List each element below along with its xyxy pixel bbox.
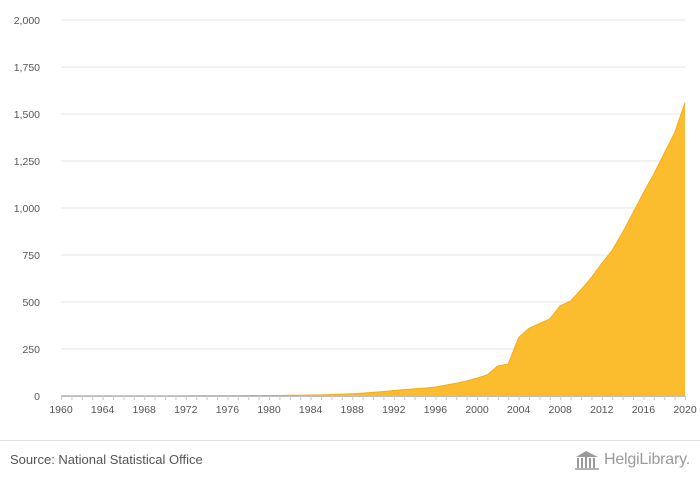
area-series	[61, 102, 686, 397]
x-tick-label: 2020	[673, 404, 697, 416]
x-tick-label: 1992	[382, 404, 406, 416]
x-tick-label: 2012	[590, 404, 614, 416]
chart-footer: Source: National Statistical Office Helg…	[0, 440, 700, 484]
logo-text: HelgiLibrary.	[603, 451, 690, 468]
library-building-icon	[574, 451, 599, 470]
x-tick-label: 1972	[174, 404, 198, 416]
axes	[61, 396, 686, 400]
x-tick-label: 2004	[507, 404, 531, 416]
x-tick-label: 1988	[341, 404, 365, 416]
y-tick-label: 1,000	[14, 203, 40, 215]
y-tick-label: 0	[34, 391, 40, 403]
source-note: Source: National Statistical Office	[10, 452, 203, 467]
y-tick-label: 250	[22, 344, 40, 356]
y-tick-label: 500	[22, 297, 40, 309]
y-tick-label: 2,000	[14, 15, 40, 27]
y-tick-label: 750	[22, 250, 40, 262]
area-outline	[61, 102, 686, 397]
x-tick-label: 1984	[299, 404, 323, 416]
x-tick-label: 1976	[216, 404, 240, 416]
x-tick-label: 1964	[91, 404, 115, 416]
gridlines	[61, 19, 685, 350]
y-tick-label: 1,750	[14, 62, 40, 74]
helgi-library-logo[interactable]: HelgiLibrary.	[574, 449, 690, 471]
x-tick-label: 1968	[133, 404, 157, 416]
x-tick-label: 2008	[549, 404, 573, 416]
x-tick-label: 1980	[257, 404, 281, 416]
area-fill	[61, 102, 685, 396]
y-tick-label: 1,500	[14, 109, 40, 121]
y-axis-tick-labels: 0 250 500 750 1,000 1,250 1,500 1,750 2,000	[14, 15, 40, 403]
x-tick-label: 2016	[632, 404, 656, 416]
x-tick-label: 2000	[465, 404, 489, 416]
x-axis-tick-labels: 1960 1964 1968 1972 1976 1980 1984 1988 1992 1996…	[49, 404, 697, 416]
y-tick-label: 1,250	[14, 156, 40, 168]
x-tick-label: 1960	[49, 404, 73, 416]
x-tick-label: 1996	[424, 404, 448, 416]
